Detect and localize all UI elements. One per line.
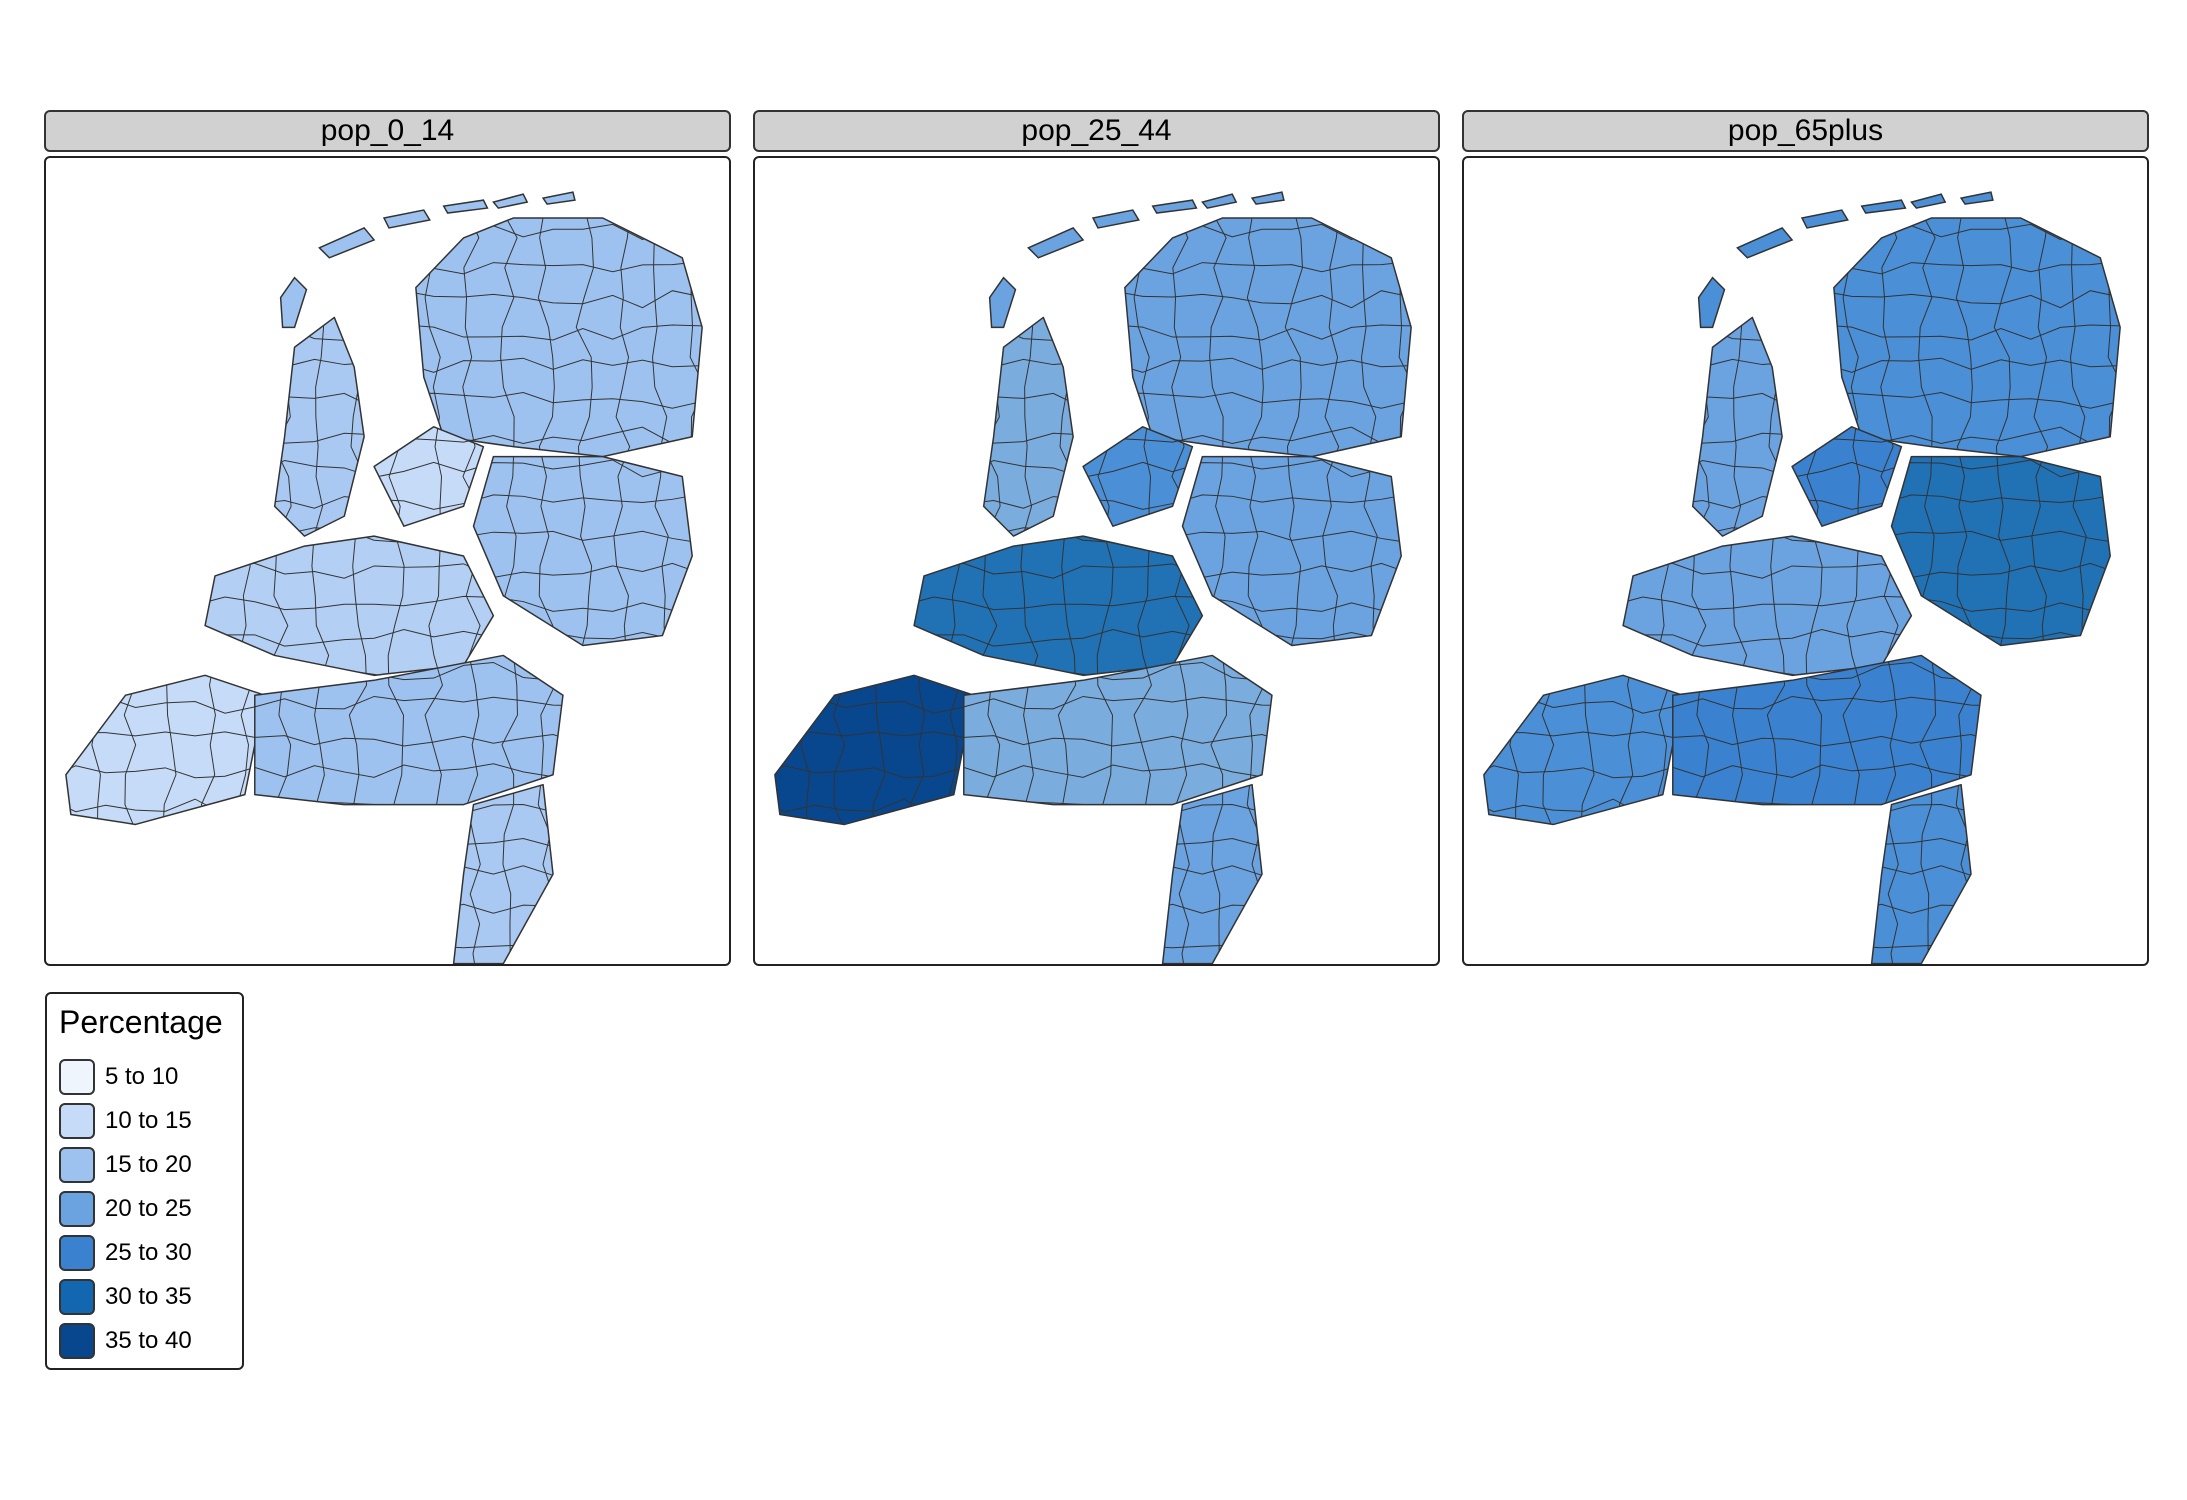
map-frame (753, 156, 1440, 966)
island (1027, 227, 1085, 259)
island (1959, 191, 1994, 205)
legend-swatch (59, 1103, 95, 1139)
legend-swatch (59, 1059, 95, 1095)
legend-swatch (59, 1323, 95, 1359)
legend-swatch (59, 1235, 95, 1271)
region (254, 654, 564, 806)
legend-item: 30 to 35 (59, 1275, 230, 1319)
region (963, 654, 1273, 806)
island (1250, 191, 1285, 205)
netherlands-map (65, 191, 703, 964)
legend-label: 10 to 15 (105, 1107, 192, 1134)
island (1736, 227, 1794, 259)
legend-label: 25 to 30 (105, 1239, 192, 1266)
island (1201, 193, 1238, 209)
island (541, 191, 576, 205)
region (1870, 783, 1972, 964)
facet-panel-pop-0-14: pop_0_14 (44, 110, 731, 966)
legend-label: 5 to 10 (105, 1063, 179, 1090)
facet-title: pop_0_14 (44, 110, 731, 152)
island (988, 276, 1017, 329)
region (204, 535, 495, 677)
island (318, 227, 376, 259)
island (1151, 199, 1198, 214)
region (452, 783, 554, 964)
region (1161, 783, 1263, 964)
region (1691, 316, 1783, 537)
legend: Percentage 5 to 10 10 to 15 15 to 20 20 to … (45, 992, 244, 1370)
region (982, 316, 1074, 537)
legend-label: 15 to 20 (105, 1151, 192, 1178)
facet-panel-pop-25-44: pop_25_44 (753, 110, 1440, 966)
map-frame (1462, 156, 2149, 966)
netherlands-map (774, 191, 1412, 964)
island (382, 209, 431, 229)
legend-title: Percentage (59, 1004, 223, 1040)
region (1181, 455, 1402, 647)
region (913, 535, 1204, 677)
legend-item: 15 to 20 (59, 1143, 230, 1187)
legend-item: 10 to 15 (59, 1099, 230, 1143)
region (1672, 654, 1982, 806)
region (373, 426, 485, 527)
island (1910, 193, 1947, 209)
legend-label: 20 to 25 (105, 1195, 192, 1222)
region (1791, 426, 1903, 527)
legend-item: 35 to 40 (59, 1319, 230, 1363)
region (472, 455, 693, 647)
legend-label: 35 to 40 (105, 1327, 192, 1354)
island (1860, 199, 1907, 214)
region (1622, 535, 1913, 677)
island (442, 199, 489, 214)
island (1697, 276, 1726, 329)
island (1800, 209, 1849, 229)
region (273, 316, 365, 537)
map-frame (44, 156, 731, 966)
legend-swatch (59, 1191, 95, 1227)
legend-item: 25 to 30 (59, 1231, 230, 1275)
island (1091, 209, 1140, 229)
region (1082, 426, 1194, 527)
legend-item: 20 to 25 (59, 1187, 230, 1231)
legend-item: 5 to 10 (59, 1055, 230, 1099)
legend-swatch (59, 1147, 95, 1183)
island (492, 193, 529, 209)
island (279, 276, 308, 329)
legend-swatch (59, 1279, 95, 1315)
region (1890, 455, 2111, 647)
legend-label: 30 to 35 (105, 1283, 192, 1310)
facet-title: pop_65plus (1462, 110, 2149, 152)
facet-panel-pop-65plus: pop_65plus (1462, 110, 2149, 966)
netherlands-map (1483, 191, 2121, 964)
facet-title: pop_25_44 (753, 110, 1440, 152)
